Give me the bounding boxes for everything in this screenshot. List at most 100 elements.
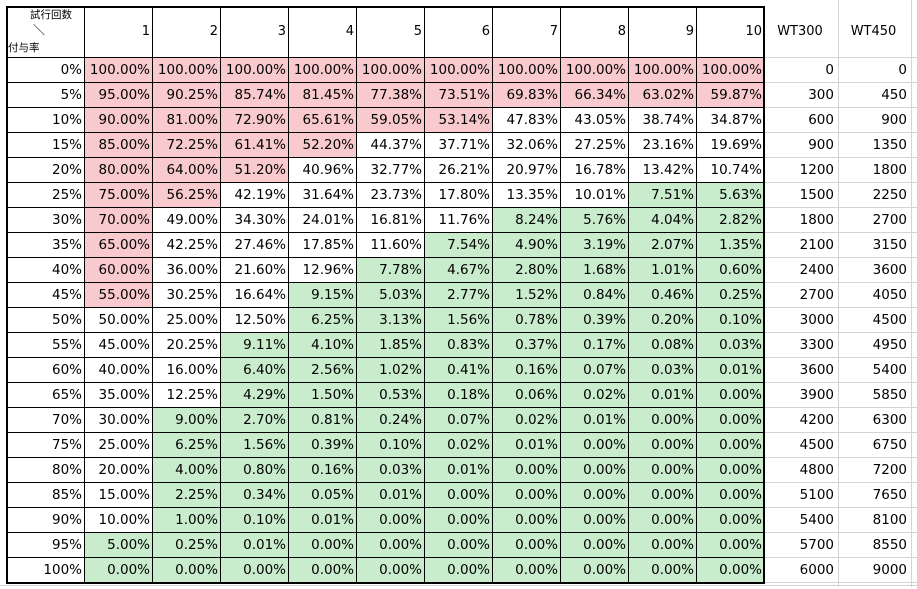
probability-cell: 4.00% <box>152 458 220 483</box>
table-row-border <box>6 82 764 83</box>
wt300-cell: 4200 <box>799 412 834 428</box>
probability-cell: 52.20% <box>288 133 356 158</box>
table-col-border <box>288 6 289 583</box>
header-trial-7: 7 <box>549 24 558 39</box>
header-trial-6: 6 <box>481 24 490 39</box>
probability-cell: 90.00% <box>84 108 152 133</box>
row-label: 35% <box>51 237 82 253</box>
table-row-border <box>6 257 764 258</box>
table-row-border <box>6 432 764 433</box>
wt300-cell: 2700 <box>799 287 834 303</box>
probability-cell: 30.25% <box>152 283 220 308</box>
probability-cell: 0.01% <box>696 358 764 383</box>
wt300-cell: 5100 <box>799 487 834 503</box>
table-col-border <box>560 6 561 583</box>
wt450-cell: 7200 <box>872 462 907 478</box>
probability-cell: 100.00% <box>696 58 764 83</box>
wt300-cell: 3000 <box>799 312 834 328</box>
probability-cell: 16.00% <box>152 358 220 383</box>
probability-cell: 4.90% <box>492 233 560 258</box>
probability-cell: 0.00% <box>492 558 560 583</box>
probability-cell: 72.25% <box>152 133 220 158</box>
row-label: 40% <box>51 262 82 278</box>
probability-cell: 4.29% <box>220 383 288 408</box>
probability-cell: 0.01% <box>424 458 492 483</box>
probability-cell: 16.81% <box>356 208 424 233</box>
table-row-border <box>6 207 764 208</box>
probability-cell: 85.00% <box>84 133 152 158</box>
probability-cell: 63.02% <box>628 83 696 108</box>
gridline <box>764 107 917 108</box>
probability-cell: 80.00% <box>84 158 152 183</box>
wt300-cell: 3600 <box>799 362 834 378</box>
probability-cell: 32.77% <box>356 158 424 183</box>
probability-cell: 1.56% <box>424 308 492 333</box>
probability-cell: 35.00% <box>84 383 152 408</box>
probability-cell: 0.00% <box>628 408 696 433</box>
wt450-cell: 8100 <box>872 512 907 528</box>
probability-cell: 0.10% <box>356 433 424 458</box>
probability-cell: 0.00% <box>560 558 628 583</box>
probability-cell: 0.00% <box>492 533 560 558</box>
probability-cell: 6.25% <box>288 308 356 333</box>
probability-cell: 15.00% <box>84 483 152 508</box>
probability-cell: 0.24% <box>356 408 424 433</box>
table-row-border <box>6 107 764 108</box>
wt300-cell: 2400 <box>799 262 834 278</box>
table-col-border <box>220 6 221 583</box>
probability-cell: 4.67% <box>424 258 492 283</box>
probability-cell: 0.07% <box>560 358 628 383</box>
wt450-cell: 9000 <box>872 562 907 578</box>
table-row-border <box>6 282 764 283</box>
probability-cell: 0.00% <box>492 508 560 533</box>
wt300-cell: 600 <box>808 112 834 128</box>
probability-cell: 0.00% <box>560 483 628 508</box>
wt450-cell: 7650 <box>872 487 907 503</box>
probability-cell: 12.50% <box>220 308 288 333</box>
probability-cell: 45.00% <box>84 333 152 358</box>
table-row-border <box>6 557 764 558</box>
probability-cell: 8.24% <box>492 208 560 233</box>
probability-cell: 0.00% <box>628 458 696 483</box>
probability-cell: 0.00% <box>220 558 288 583</box>
corner-rate-label: 付与率 <box>8 42 40 54</box>
probability-cell: 40.96% <box>288 158 356 183</box>
probability-cell: 1.50% <box>288 383 356 408</box>
table-row-border <box>6 57 764 58</box>
probability-cell: 23.73% <box>356 183 424 208</box>
probability-cell: 1.56% <box>220 433 288 458</box>
corner-trials-label: 試行回数 <box>30 9 72 21</box>
probability-cell: 2.80% <box>492 258 560 283</box>
header-trial-8: 8 <box>617 24 626 39</box>
row-label: 0% <box>60 62 82 78</box>
wt450-cell: 4500 <box>872 312 907 328</box>
probability-cell: 10.01% <box>560 183 628 208</box>
wt450-cell: 0 <box>898 62 907 78</box>
probability-cell: 0.00% <box>628 508 696 533</box>
probability-cell: 21.60% <box>220 258 288 283</box>
probability-cell: 3.13% <box>356 308 424 333</box>
probability-cell: 0.00% <box>560 458 628 483</box>
probability-cell: 0.10% <box>696 308 764 333</box>
probability-cell: 0.05% <box>288 483 356 508</box>
row-label: 85% <box>51 487 82 503</box>
probability-cell: 30.00% <box>84 408 152 433</box>
table-row-border <box>6 582 764 583</box>
probability-cell: 4.04% <box>628 208 696 233</box>
probability-cell: 0.00% <box>696 508 764 533</box>
table-row-border <box>6 407 764 408</box>
probability-cell: 0.00% <box>628 558 696 583</box>
row-label: 50% <box>51 312 82 328</box>
probability-cell: 0.00% <box>356 558 424 583</box>
probability-cell: 61.41% <box>220 133 288 158</box>
wt450-cell: 5400 <box>872 362 907 378</box>
probability-cell: 5.76% <box>560 208 628 233</box>
probability-cell: 0.00% <box>560 533 628 558</box>
probability-cell: 5.63% <box>696 183 764 208</box>
probability-cell: 0.02% <box>560 383 628 408</box>
probability-cell: 70.00% <box>84 208 152 233</box>
probability-cell: 9.15% <box>288 283 356 308</box>
probability-cell: 24.01% <box>288 208 356 233</box>
probability-cell: 100.00% <box>220 58 288 83</box>
wt300-cell: 4800 <box>799 462 834 478</box>
